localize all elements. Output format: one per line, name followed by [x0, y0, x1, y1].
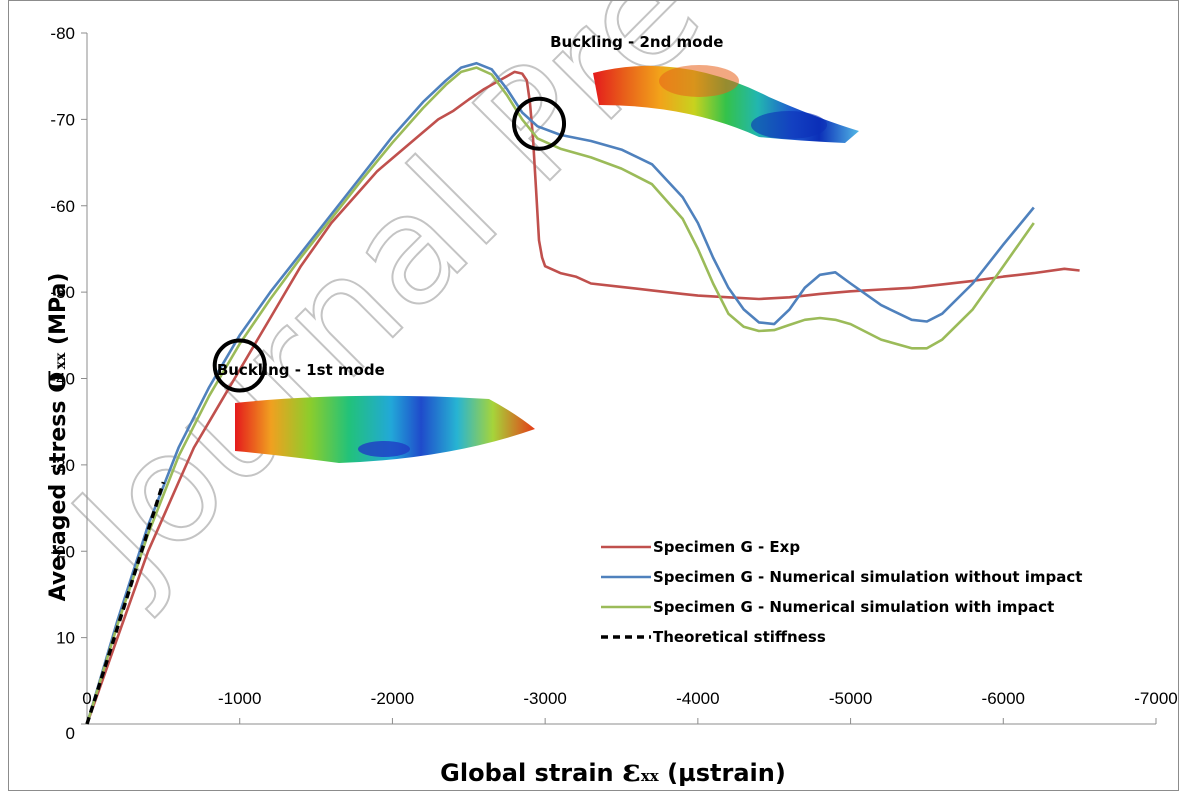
- y-tick-label: -30: [50, 456, 75, 475]
- y-axis-title: Averaged stress σxx (MPa): [35, 273, 73, 602]
- series-line-3: [85, 481, 166, 725]
- buckling-mode-images: [235, 65, 859, 463]
- x-tick-label: -6000: [982, 689, 1025, 708]
- mode2-cold-spot: [751, 111, 827, 139]
- legend-label-3: Theoretical stiffness: [653, 628, 826, 646]
- x-tick-label: -2000: [371, 689, 414, 708]
- x-tick-label: -7000: [1134, 689, 1177, 708]
- x-tick-label: 0: [82, 689, 91, 708]
- y-tick-label: -80: [50, 24, 75, 43]
- x-tick-label: -1000: [218, 689, 261, 708]
- highlight-circle: [512, 96, 567, 151]
- highlight-circle: [212, 338, 267, 393]
- buckling-1st-mode-image: [235, 395, 535, 463]
- y-tick-label: -60: [50, 197, 75, 216]
- annotation-label: Buckling - 1st mode: [217, 361, 385, 379]
- annotation-layer: Buckling - 2nd mode Buckling - 1st mode: [212, 33, 723, 393]
- chart-frame: Journal Pre-proof 0 -1000 -2000 -3000 -4000 -…: [8, 0, 1179, 791]
- y-tick-label: -50: [50, 283, 75, 302]
- series-layer: [85, 61, 1080, 725]
- x-tick-label: -4000: [676, 689, 719, 708]
- watermark-text: Journal Pre-proof: [36, 1, 1050, 622]
- series-line-0: [85, 70, 1080, 725]
- x-axis-title: Global strain εxx (µstrain): [440, 753, 786, 789]
- x-tick-label: -3000: [523, 689, 566, 708]
- mode1-cold-spot: [358, 441, 410, 457]
- legend-label-2: Specimen G - Numerical simulation with i…: [653, 598, 1054, 616]
- series-line-1: [85, 61, 1035, 725]
- axes-layer: 0 -1000 -2000 -3000 -4000 -5000 -6000 -7000 0 10 -…: [35, 24, 1178, 789]
- y-tick-label: -20: [50, 542, 75, 561]
- x-tick-label: -5000: [829, 689, 872, 708]
- y-tick-label: -70: [50, 110, 75, 129]
- legend-label-1: Specimen G - Numerical simulation withou…: [653, 568, 1082, 586]
- watermark-layer: Journal Pre-proof: [35, 1, 1051, 623]
- legend: Specimen G - Exp Specimen G - Numerical s…: [601, 538, 1082, 646]
- y-tick-label: 10: [56, 629, 75, 648]
- chart-svg: Journal Pre-proof 0 -1000 -2000 -3000 -4000 -…: [35, 1, 1178, 789]
- legend-label-0: Specimen G - Exp: [653, 538, 800, 556]
- mode2-hot-spot: [659, 65, 739, 97]
- series-line-2: [85, 66, 1035, 725]
- y-tick-label: -40: [50, 370, 75, 389]
- annotation-label: Buckling - 2nd mode: [550, 33, 723, 51]
- y-tick-label: 0: [66, 724, 75, 743]
